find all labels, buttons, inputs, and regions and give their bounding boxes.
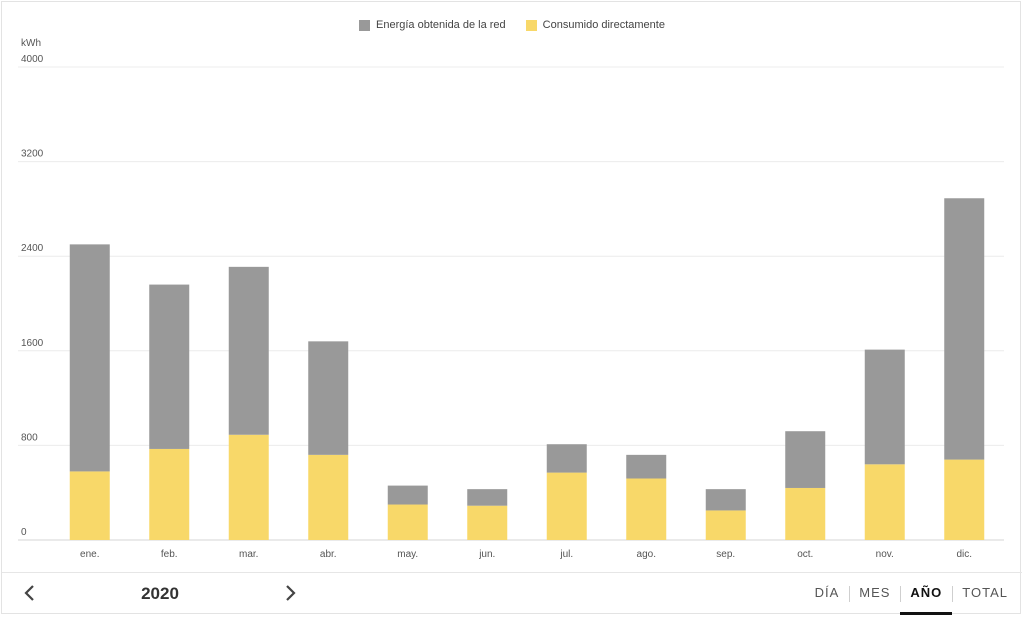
x-tick-label: jul. xyxy=(559,549,573,560)
bar-direct-consumption xyxy=(864,464,905,540)
bar-direct-consumption xyxy=(467,505,508,540)
legend-swatch-direct-consumption xyxy=(525,19,537,31)
bar-direct-consumption xyxy=(785,487,826,540)
tab-dia[interactable]: DÍA xyxy=(814,585,840,600)
selected-year: 2020 xyxy=(141,584,179,603)
bar-grid-energy xyxy=(705,489,746,511)
y-tick-label: 0 xyxy=(21,527,27,538)
y-tick-label: 2400 xyxy=(21,243,44,254)
y-tick-label: 4000 xyxy=(21,54,44,65)
x-tick-label: oct. xyxy=(797,549,813,560)
tab-ano[interactable]: AÑO xyxy=(900,573,953,615)
y-tick-label: 800 xyxy=(21,432,38,443)
bar-grid-energy xyxy=(546,444,587,473)
bar-grid-energy xyxy=(308,341,349,455)
previous-year-button[interactable] xyxy=(18,581,42,605)
bar-direct-consumption xyxy=(944,459,985,540)
x-tick-label: nov. xyxy=(876,549,894,560)
bar-grid-energy xyxy=(864,349,905,465)
x-tick-label: dic. xyxy=(956,549,972,560)
bar-grid-energy xyxy=(228,266,269,435)
bar-direct-consumption xyxy=(69,471,110,540)
bar-chart: kWh 0 800 1600 2400 3200 4000 ene. feb. mar. abr. m… xyxy=(18,38,1004,560)
bar-direct-consumption xyxy=(228,434,269,540)
bar-direct-consumption xyxy=(626,478,667,540)
chart-legend: Energía obtenida de la red Consumido dir… xyxy=(0,19,1024,31)
x-tick-label: jun. xyxy=(478,549,495,560)
x-tick-label: mar. xyxy=(239,549,258,560)
footer-divider xyxy=(2,572,1022,573)
x-tick-label: sep. xyxy=(716,549,735,560)
legend-item-direct-consumption[interactable]: Consumido directamente xyxy=(525,19,665,31)
bar-grid-energy xyxy=(785,431,826,488)
bar-direct-consumption xyxy=(149,448,190,540)
legend-swatch-grid-energy xyxy=(359,19,371,31)
bar-grid-energy xyxy=(149,284,190,449)
bar-direct-consumption xyxy=(387,504,428,540)
x-tick-label: feb. xyxy=(161,549,178,560)
chevron-right-icon xyxy=(286,585,296,601)
legend-label-direct-consumption: Consumido directamente xyxy=(542,19,665,31)
bar-grid-energy xyxy=(387,485,428,505)
bar-direct-consumption xyxy=(705,510,746,540)
x-tick-label: ene. xyxy=(80,549,99,560)
legend-item-grid-energy[interactable]: Energía obtenida de la red xyxy=(359,19,506,31)
bar-grid-energy xyxy=(69,244,110,472)
chevron-left-icon xyxy=(24,585,34,601)
x-tick-label: may. xyxy=(397,549,418,560)
tab-total[interactable]: TOTAL xyxy=(952,573,1018,615)
x-tick-label: abr. xyxy=(320,549,337,560)
bar-direct-consumption xyxy=(546,472,587,540)
bar-direct-consumption xyxy=(308,454,349,540)
bar-grid-energy xyxy=(944,198,985,460)
y-axis-unit-label: kWh xyxy=(21,38,41,49)
next-year-button[interactable] xyxy=(278,581,302,605)
y-tick-label: 3200 xyxy=(21,149,44,160)
y-tick-label: 1600 xyxy=(21,338,44,349)
legend-label-grid-energy: Energía obtenida de la red xyxy=(376,19,506,31)
chart-footer: 2020 DÍA MES AÑO TOTAL xyxy=(0,573,1024,615)
bar-grid-energy xyxy=(467,489,508,506)
tab-mes[interactable]: MES xyxy=(849,573,900,615)
x-tick-label: ago. xyxy=(637,549,656,560)
bar-grid-energy xyxy=(626,454,667,479)
period-tabs: DÍA MES AÑO TOTAL xyxy=(805,573,1018,615)
